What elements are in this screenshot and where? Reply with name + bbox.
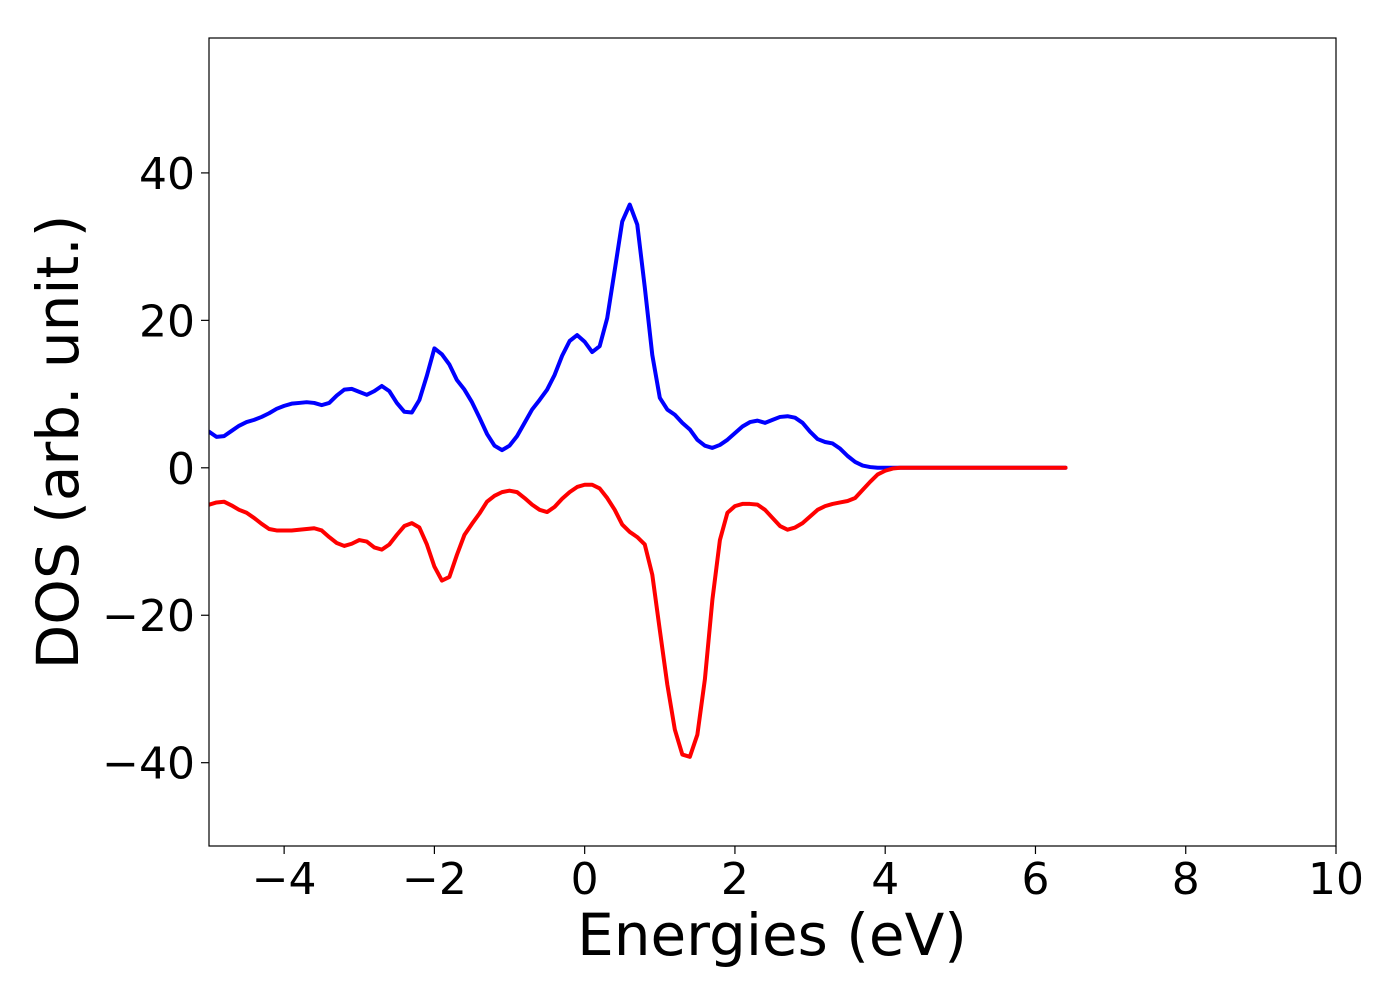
x-tick-label: 8 <box>1172 854 1200 905</box>
y-tick-label: 20 <box>139 296 195 347</box>
x-axis-label: Energies (eV) <box>577 901 967 969</box>
y-tick-label: −40 <box>102 739 195 790</box>
x-tick-label: 4 <box>871 854 899 905</box>
series-line <box>209 202 1068 470</box>
y-axis-label: DOS (arb. unit.) <box>24 215 92 670</box>
x-tick-label: −4 <box>252 854 317 905</box>
y-tick-label: 40 <box>139 149 195 200</box>
x-tick-label: 6 <box>1021 854 1049 905</box>
x-tick-label: 2 <box>721 854 749 905</box>
series-line <box>209 465 1068 759</box>
x-tick-label: 0 <box>571 854 599 905</box>
y-tick-label: −20 <box>102 591 195 642</box>
plot-area <box>209 202 1068 759</box>
plot-frame <box>208 37 1337 847</box>
x-tick-label: 10 <box>1308 854 1364 905</box>
x-tick-label: −2 <box>402 854 467 905</box>
y-tick-label: 0 <box>167 444 195 495</box>
